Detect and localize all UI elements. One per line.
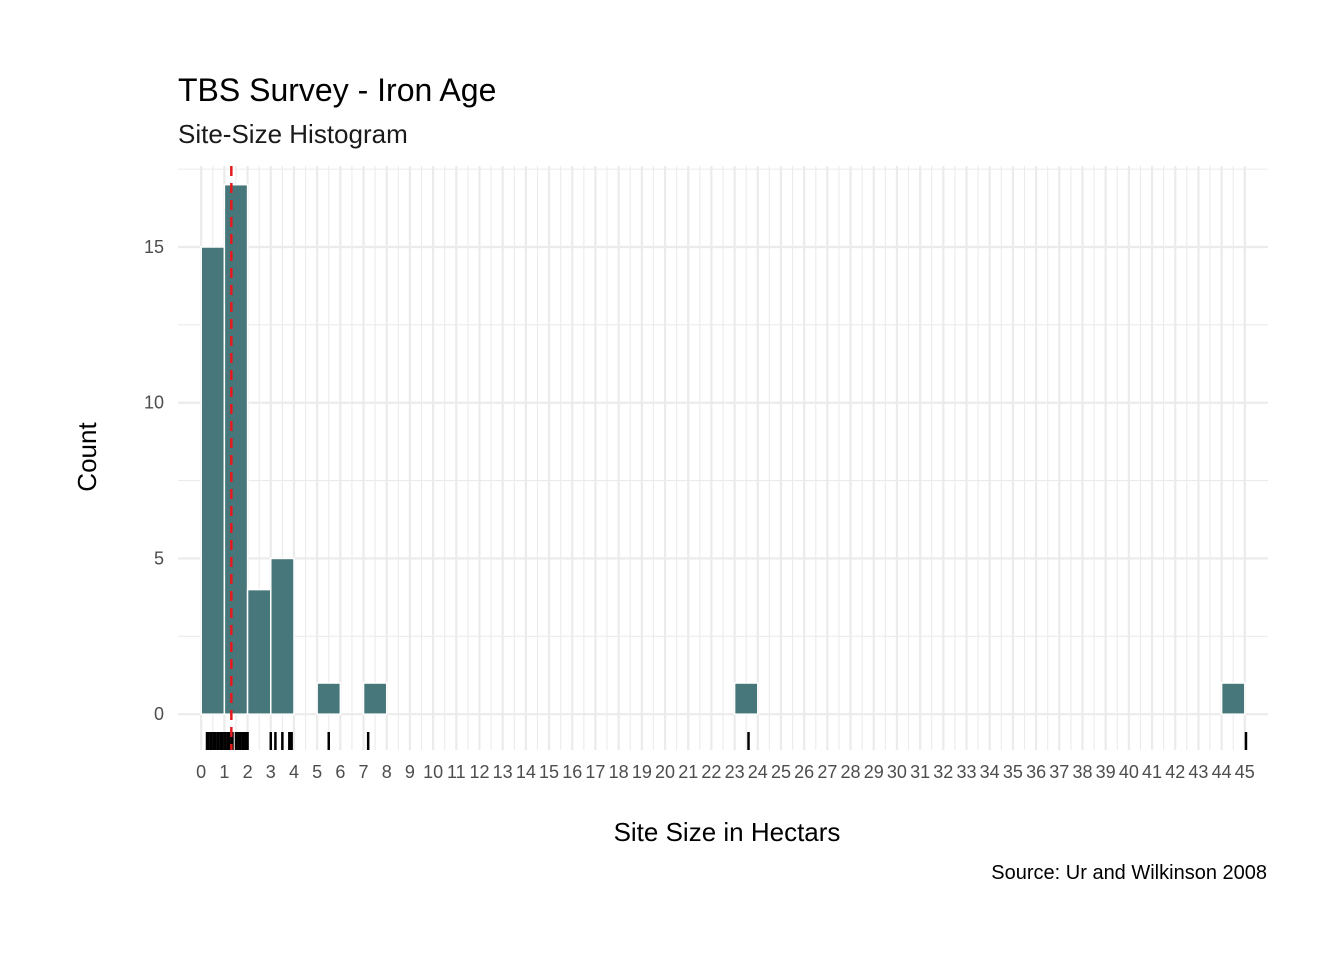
chart-title: TBS Survey - Iron Age (178, 72, 496, 108)
grid-lines (178, 166, 1268, 750)
x-tick-label: 38 (1072, 762, 1092, 782)
x-tick-label: 0 (196, 762, 206, 782)
histogram-bar (1220, 682, 1246, 715)
x-tick-label: 11 (447, 762, 466, 782)
x-tick-label: 34 (980, 762, 1000, 782)
y-tick-label: 10 (144, 393, 164, 413)
x-tick-label: 22 (701, 762, 721, 782)
x-tick-label: 42 (1165, 762, 1185, 782)
x-tick-label: 20 (655, 762, 675, 782)
x-tick-label: 15 (539, 762, 559, 782)
x-tick-label: 29 (864, 762, 884, 782)
x-tick-label: 40 (1119, 762, 1139, 782)
histogram-bar (246, 588, 272, 715)
x-tick-label: 14 (516, 762, 536, 782)
x-tick-label: 25 (771, 762, 791, 782)
y-tick-label: 15 (144, 237, 164, 257)
x-tick-label: 26 (794, 762, 814, 782)
x-tick-label: 4 (289, 762, 299, 782)
x-tick-label: 6 (335, 762, 345, 782)
x-tick-label: 8 (382, 762, 392, 782)
x-tick-label: 35 (1003, 762, 1023, 782)
x-tick-label: 37 (1049, 762, 1069, 782)
x-tick-label: 44 (1212, 762, 1232, 782)
y-tick-label: 0 (154, 704, 164, 724)
chart-subtitle: Site-Size Histogram (178, 119, 408, 149)
x-axis-title: Site Size in Hectars (614, 817, 841, 847)
histogram-bar (223, 183, 249, 715)
histogram-bar (200, 246, 226, 715)
x-tick-label: 12 (469, 762, 489, 782)
x-tick-label: 39 (1096, 762, 1116, 782)
x-tick-label: 23 (725, 762, 745, 782)
histogram-bar (270, 557, 295, 715)
x-tick-label: 45 (1235, 762, 1255, 782)
x-tick-label: 30 (887, 762, 907, 782)
x-tick-label: 41 (1142, 762, 1162, 782)
x-tick-label: 16 (562, 762, 582, 782)
x-tick-label: 32 (933, 762, 953, 782)
x-tick-label: 5 (312, 762, 322, 782)
x-tick-label: 7 (359, 762, 369, 782)
x-tick-label: 21 (678, 762, 698, 782)
x-tick-label: 31 (910, 762, 930, 782)
x-tick-label: 27 (817, 762, 837, 782)
x-axis-ticks: 0 1 2 3 4 5 6 7 8 9 10 11 12 13 14 15 16 17 18 19 20 21 22 23 24… (196, 762, 1255, 782)
x-tick-label: 36 (1026, 762, 1046, 782)
x-tick-label: 10 (423, 762, 443, 782)
x-tick-label: 13 (493, 762, 513, 782)
x-tick-label: 33 (956, 762, 976, 782)
x-tick-label: 24 (748, 762, 768, 782)
chart-caption: Source: Ur and Wilkinson 2008 (991, 862, 1267, 884)
y-axis-title: Count (72, 422, 102, 492)
x-tick-label: 9 (405, 762, 415, 782)
y-axis-ticks: 0 5 10 15 (144, 237, 164, 724)
x-tick-label: 2 (243, 762, 253, 782)
histogram-bar (316, 682, 342, 715)
histogram-bar (733, 682, 759, 715)
x-tick-label: 28 (841, 762, 861, 782)
x-tick-label: 43 (1188, 762, 1208, 782)
x-tick-label: 19 (632, 762, 652, 782)
x-tick-label: 3 (266, 762, 276, 782)
x-tick-label: 18 (609, 762, 629, 782)
x-tick-label: 17 (585, 762, 605, 782)
x-tick-label: 1 (219, 762, 229, 782)
histogram-bar (362, 682, 388, 715)
y-tick-label: 5 (154, 548, 164, 568)
